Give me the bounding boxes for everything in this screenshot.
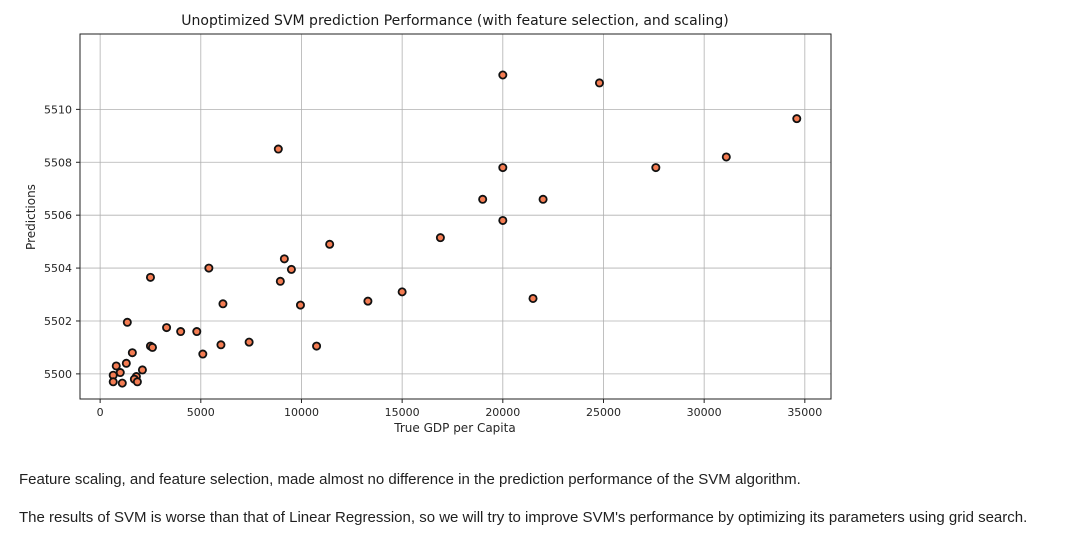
data-point (145, 272, 155, 282)
data-point (435, 233, 445, 243)
data-point (127, 348, 137, 358)
data-point (498, 70, 508, 80)
data-point (279, 254, 289, 264)
data-point (111, 361, 121, 371)
data-point (132, 377, 142, 387)
data-point (325, 239, 335, 249)
data-point (792, 114, 802, 124)
data-point (594, 78, 604, 88)
paragraph-svm-results: The results of SVM is worse than that of… (19, 509, 1028, 526)
data-point (295, 300, 305, 310)
y-tick-label: 5500 (44, 368, 72, 381)
data-point (721, 152, 731, 162)
x-tick-label: 10000 (284, 406, 319, 419)
plot-frame (79, 33, 832, 400)
data-point (122, 317, 132, 327)
data-point (244, 337, 254, 347)
scatter-chart: Unoptimized SVM prediction Performance (… (24, 13, 832, 435)
data-point (198, 349, 208, 359)
x-tick-label: 35000 (787, 406, 822, 419)
data-point (176, 327, 186, 337)
y-axis-label: Predictions (24, 184, 38, 250)
data-point (275, 276, 285, 286)
data-point (498, 215, 508, 225)
x-tick-label: 15000 (385, 406, 420, 419)
data-point (121, 358, 131, 368)
data-point (137, 365, 147, 375)
x-tick-label: 0 (97, 406, 104, 419)
data-point (363, 296, 373, 306)
y-tick-label: 5510 (44, 103, 72, 116)
grid-lines (80, 34, 831, 399)
data-points (108, 70, 802, 388)
data-point (115, 368, 125, 378)
y-tick-label: 5506 (44, 209, 72, 222)
data-point (397, 287, 407, 297)
x-tick-label: 20000 (485, 406, 520, 419)
data-point (204, 263, 214, 273)
data-point (273, 144, 283, 154)
x-axis-label: True GDP per Capita (393, 421, 515, 435)
chart-title: Unoptimized SVM prediction Performance (… (181, 13, 728, 29)
data-point (538, 194, 548, 204)
data-point (216, 340, 226, 350)
data-point (218, 299, 228, 309)
data-point (478, 194, 488, 204)
x-tick-label: 25000 (586, 406, 621, 419)
y-tick-label: 5508 (44, 156, 72, 169)
data-point (528, 293, 538, 303)
axis-ticks: 0 5000 10000 15000 20000 25000 30000 35000 5500 5… (44, 103, 822, 419)
data-point (286, 264, 296, 274)
data-point (117, 378, 127, 388)
data-point (651, 163, 661, 173)
x-tick-label: 5000 (187, 406, 215, 419)
paragraph-feature-scaling: Feature scaling, and feature selection, … (19, 471, 801, 488)
data-point (192, 327, 202, 337)
y-tick-label: 5504 (44, 262, 72, 275)
y-tick-label: 5502 (44, 315, 72, 328)
data-point (498, 163, 508, 173)
data-point (162, 323, 172, 333)
data-point (312, 341, 322, 351)
x-tick-label: 30000 (687, 406, 722, 419)
data-point (147, 342, 157, 352)
data-point (108, 377, 118, 387)
